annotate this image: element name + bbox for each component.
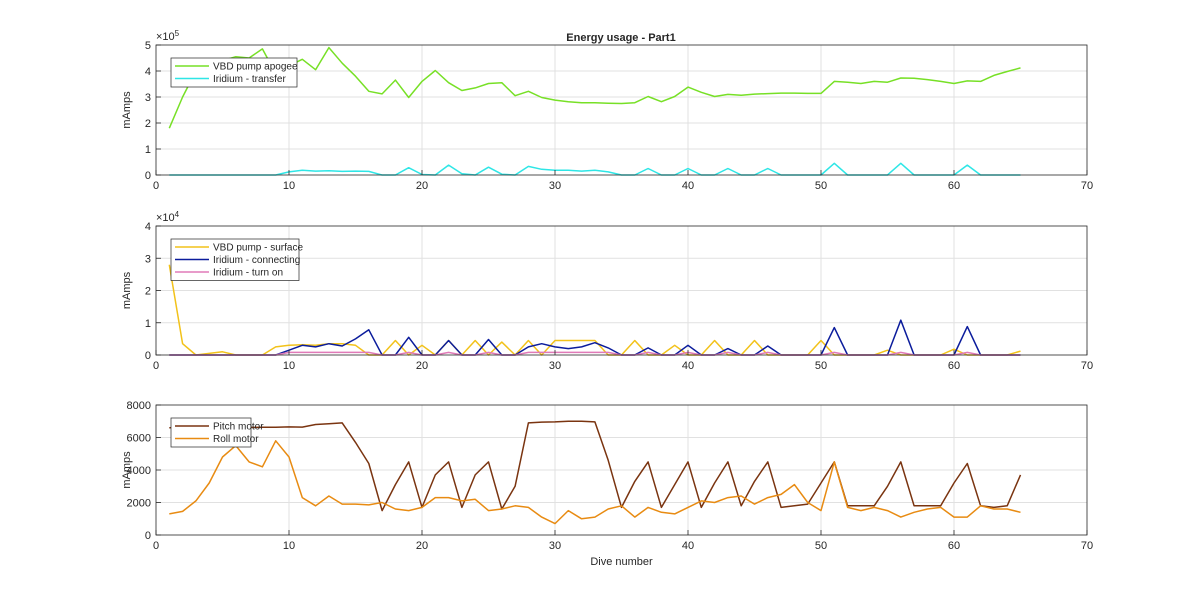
- x-tick-label: 0: [153, 360, 159, 372]
- legend-entry: Iridium - transfer: [213, 74, 286, 85]
- x-tick-label: 20: [416, 180, 428, 192]
- y-tick-label: 3: [145, 253, 151, 265]
- axes-box: [155, 44, 1088, 176]
- x-tick-label: 30: [549, 180, 561, 192]
- y-tick-label: 0: [145, 170, 151, 182]
- x-axis-label: Dive number: [590, 556, 653, 568]
- x-tick-label: 0: [153, 180, 159, 192]
- x-tick-label: 70: [1081, 360, 1093, 372]
- x-tick-label: 70: [1081, 180, 1093, 192]
- x-tick-label: 10: [283, 540, 295, 552]
- y-tick-label: 3: [145, 92, 151, 104]
- x-tick-label: 20: [416, 540, 428, 552]
- y-tick-label: 1: [145, 318, 151, 330]
- subplot-1: 0 10 20 30 40 50 60 70 0 1 2 3 4 5 ×105 mAmps VBD pump a…: [121, 29, 1093, 192]
- x-tick-label: 40: [682, 540, 694, 552]
- series-line-vbd-pump-surface: [168, 264, 1021, 356]
- subplot-3: 0 10 20 30 40 50 60 70 0 2000 4000 6000 8000 mAmps Div…: [121, 400, 1093, 568]
- series-line-vbd-pump-apogee: [168, 46, 1021, 129]
- x-tick-label: 40: [682, 360, 694, 372]
- y-tick-label: 4000: [127, 465, 151, 477]
- series-line-iridium-transfer: [169, 162, 1021, 176]
- x-tick-label: 50: [815, 180, 827, 192]
- y-tick-label: 5: [145, 40, 151, 52]
- y-exponent-label: ×104: [156, 210, 180, 224]
- y-tick-label: 2000: [127, 498, 151, 510]
- y-tick-label: 4: [145, 221, 151, 233]
- y-tick-label: 8000: [127, 400, 151, 412]
- y-tick-label: 2: [145, 286, 151, 298]
- y-tick-label: 2: [145, 118, 151, 130]
- series-line-roll-motor: [169, 440, 1021, 525]
- figure-title: Energy usage - Part1: [566, 32, 675, 44]
- legend-box: [170, 57, 298, 88]
- x-tick-label: 0: [153, 540, 159, 552]
- x-tick-label: 10: [283, 180, 295, 192]
- x-tick-label: 60: [948, 360, 960, 372]
- legend-entry: VBD pump - surface: [213, 243, 303, 254]
- legend-entry: Iridium - connecting: [213, 255, 300, 266]
- y-tick-label: 4: [145, 66, 151, 78]
- x-tick-label: 40: [682, 180, 694, 192]
- y-exponent-label: ×105: [156, 29, 180, 43]
- series-line-iridium-connecting: [169, 319, 1021, 356]
- x-tick-label: 50: [815, 540, 827, 552]
- y-axis-label: mAmps: [121, 451, 133, 489]
- x-tick-label: 30: [549, 540, 561, 552]
- x-tick-label: 60: [948, 180, 960, 192]
- legend-box: [170, 417, 252, 448]
- legend-entry: Roll motor: [213, 434, 259, 445]
- series-line-pitch-motor: [169, 420, 1022, 512]
- x-tick-label: 60: [948, 540, 960, 552]
- subplot-2: 0 10 20 30 40 50 60 70 0 1 2 3 4 ×104 mAmps VBD pump - …: [121, 210, 1093, 372]
- y-axis-label: mAmps: [121, 91, 133, 129]
- y-tick-label: 6000: [127, 433, 151, 445]
- y-tick-label: 0: [145, 530, 151, 542]
- x-tick-label: 30: [549, 360, 561, 372]
- legend-entry: VBD pump apogee: [213, 62, 298, 73]
- legend-entry: Iridium - turn on: [213, 268, 283, 279]
- legend-entry: Pitch motor: [213, 422, 264, 433]
- x-tick-label: 70: [1081, 540, 1093, 552]
- y-axis-label: mAmps: [121, 271, 133, 309]
- x-tick-label: 50: [815, 360, 827, 372]
- x-tick-label: 20: [416, 360, 428, 372]
- y-tick-label: 1: [145, 144, 151, 156]
- x-tick-label: 10: [283, 360, 295, 372]
- y-tick-label: 0: [145, 350, 151, 362]
